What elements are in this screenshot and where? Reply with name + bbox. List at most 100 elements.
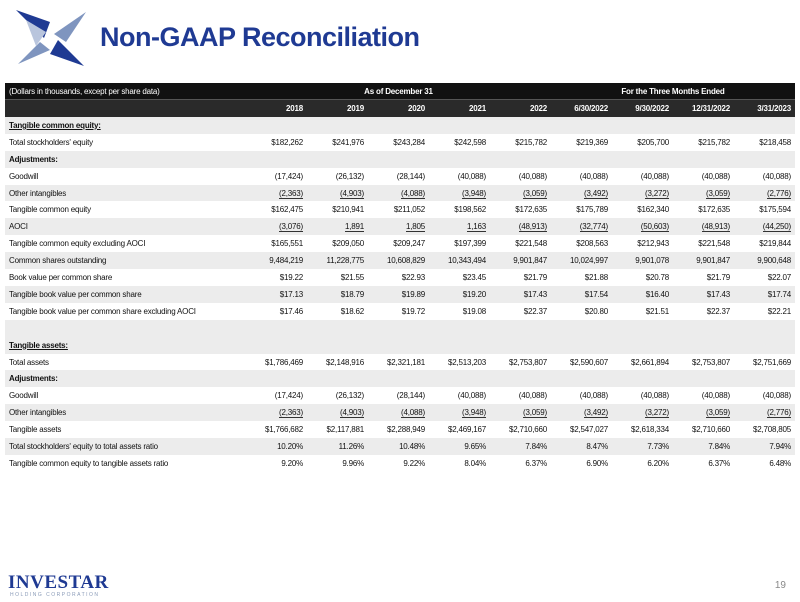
cell-value: 9,901,078 — [635, 256, 669, 266]
cell: $208,563 — [551, 235, 612, 252]
table-body: Tangible common equity: Total stockholder… — [5, 117, 795, 472]
cell: 1,163 — [429, 218, 490, 235]
cell-value: $212,943 — [637, 239, 669, 249]
cell: (3,076) — [246, 218, 307, 235]
cell-value: $18.62 — [340, 306, 364, 316]
cell-value: $162,340 — [637, 205, 669, 215]
cell: (28,144) — [368, 168, 429, 185]
cell: (4,088) — [368, 404, 429, 421]
cell: 6.20% — [612, 455, 673, 472]
cell: $210,941 — [307, 201, 368, 218]
cell: 7.73% — [612, 438, 673, 455]
row-label-text: Tangible common equity excluding AOCI — [9, 239, 146, 249]
cell-value: (32,774) — [579, 222, 608, 233]
cell-value: 6.90% — [586, 458, 608, 468]
table-row: Tangible common equity excluding AOCI $16… — [5, 235, 795, 252]
cell-value: $21.51 — [645, 306, 669, 316]
cell: $19.89 — [368, 286, 429, 303]
table-row: Total assets $1,786,469 $2,148,916 $2,321,1… — [5, 354, 795, 371]
cell-value: (3,059) — [706, 188, 730, 199]
cell-value: (4,903) — [340, 408, 364, 419]
cell: (26,132) — [307, 168, 368, 185]
cell: $198,562 — [429, 201, 490, 218]
cell-value: 11.26% — [338, 441, 365, 451]
row-label-text: Total assets — [9, 357, 49, 367]
cell: $2,710,660 — [673, 421, 734, 438]
cell-value: $16.40 — [645, 289, 669, 299]
column-header-row: 2018 2019 2020 2021 2022 6/30/2022 9/30/2022 12… — [5, 99, 795, 117]
cell: 9.96% — [307, 455, 368, 472]
cell: (3,948) — [429, 404, 490, 421]
cell: $2,321,181 — [368, 354, 429, 371]
cell-value: (3,059) — [706, 408, 730, 419]
row-label: Tangible common equity — [5, 201, 246, 218]
blank-header — [5, 99, 246, 117]
cell: (40,088) — [551, 168, 612, 185]
cell: (4,088) — [368, 185, 429, 202]
cell: $19.72 — [368, 303, 429, 320]
cell-value: 10,343,494 — [447, 256, 486, 266]
cell-value: $22.37 — [706, 306, 730, 316]
cell: 6.37% — [490, 455, 551, 472]
cell: $2,148,916 — [307, 354, 368, 371]
cell-value: (40,088) — [701, 391, 730, 401]
table-row: Other intangibles (2,363) (4,903) (4,088) (3… — [5, 184, 795, 202]
row-label: Total stockholders' equity to total asse… — [5, 438, 246, 455]
slide-title: Non-GAAP Reconciliation — [100, 22, 420, 52]
cell-value: $2,117,881 — [326, 425, 365, 435]
cell-value: $17.13 — [279, 289, 303, 299]
cell: $221,548 — [673, 235, 734, 252]
cell-value: (40,088) — [518, 391, 547, 401]
row-label: Tangible common equity: — [5, 117, 795, 134]
cell: $219,369 — [551, 134, 612, 151]
cell: 11.26% — [307, 438, 368, 455]
cell: (40,088) — [490, 168, 551, 185]
row-label-text: Tangible book value per common share exc… — [9, 306, 196, 316]
cell: $211,052 — [368, 201, 429, 218]
cell: $2,661,894 — [612, 354, 673, 371]
cell-value: (17,424) — [274, 171, 303, 181]
cell: $21.55 — [307, 269, 368, 286]
cell-value: $219,844 — [759, 239, 791, 249]
cell-value: $215,782 — [698, 137, 730, 147]
cell-value: 7.73% — [647, 441, 669, 451]
row-label-text: Total stockholders' equity — [9, 137, 93, 147]
cell: (40,088) — [734, 168, 795, 185]
cell-value: 9,900,648 — [757, 256, 791, 266]
cell-value: $17.46 — [279, 306, 303, 316]
column-header: 2019 — [307, 99, 368, 117]
cell-value: $215,782 — [515, 137, 547, 147]
table-note: (Dollars in thousands, except per share … — [9, 86, 160, 96]
row-label-text: Tangible assets: — [9, 340, 68, 350]
cell-value: $211,052 — [393, 205, 425, 215]
cell: (40,088) — [673, 168, 734, 185]
cell-value: $242,598 — [454, 137, 486, 147]
cell: 9,901,078 — [612, 252, 673, 269]
table-row: Adjustments: — [5, 150, 795, 168]
row-label-text: Other intangibles — [9, 408, 67, 418]
cell: $22.93 — [368, 269, 429, 286]
cell: $175,789 — [551, 201, 612, 218]
cell: (3,059) — [490, 185, 551, 202]
cell-value: $2,321,181 — [386, 357, 425, 367]
row-label-text: Adjustments: — [9, 154, 58, 164]
cell: $2,753,807 — [490, 354, 551, 371]
cell: $21.79 — [673, 269, 734, 286]
cell: 9,900,648 — [734, 252, 795, 269]
cell: $243,284 — [368, 134, 429, 151]
cell: $19.20 — [429, 286, 490, 303]
cell-value: $175,789 — [576, 205, 608, 215]
cell: 7.84% — [673, 438, 734, 455]
row-label: Tangible assets — [5, 421, 246, 438]
cell: $18.79 — [307, 286, 368, 303]
cell: (17,424) — [246, 387, 307, 404]
table-row: Tangible assets: — [5, 319, 795, 354]
table-row: Goodwill (17,424) (26,132) (28,144) (40,088)… — [5, 168, 795, 185]
cell: $21.51 — [612, 303, 673, 320]
cell-value: $23.45 — [462, 272, 486, 282]
column-header: 2018 — [246, 99, 307, 117]
row-label-text: Common shares outstanding — [9, 256, 107, 266]
cell-value: $2,710,660 — [508, 425, 547, 435]
cell: (40,088) — [734, 387, 795, 404]
